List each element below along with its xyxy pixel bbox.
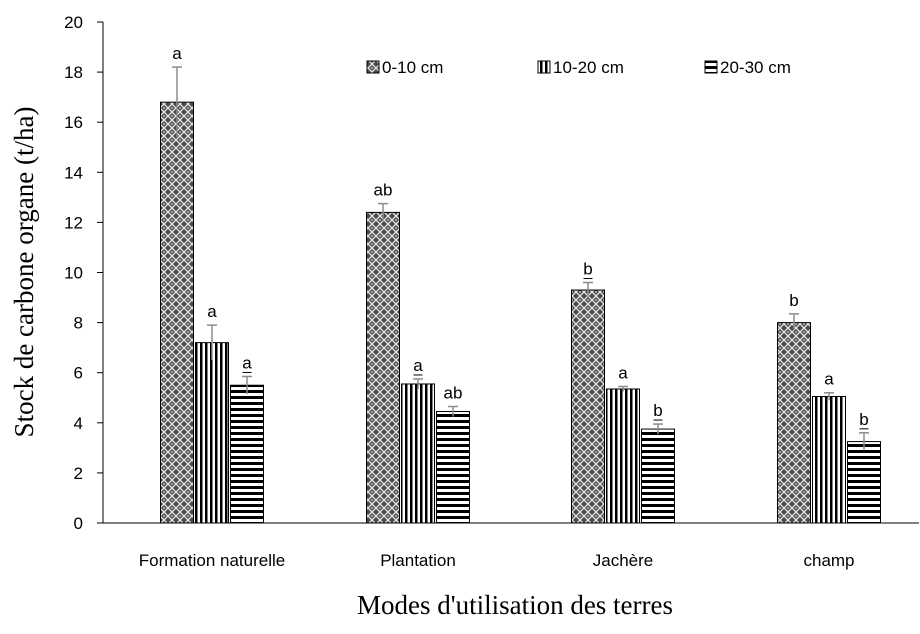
significance-label: a (618, 363, 628, 382)
bar-crosshatch (160, 101, 194, 524)
significance-label: a (413, 356, 423, 375)
legend-swatch-vertical (537, 60, 551, 74)
bar-horizontal (641, 428, 675, 524)
x-category-label: Formation naturelle (139, 551, 285, 570)
y-tick-label: 16 (64, 113, 83, 132)
legend: 0-10 cm 10-20 cm 20-30 cm (366, 58, 791, 77)
y-tick-label: 2 (74, 464, 83, 483)
legend-label: 20-30 cm (720, 58, 791, 77)
significance-label: b (859, 410, 868, 429)
y-tick-label: 18 (64, 63, 83, 82)
y-tick-label: 12 (64, 213, 83, 232)
x-category-label: Jachère (593, 551, 653, 570)
bar-crosshatch (777, 322, 811, 524)
y-tick-label: 20 (64, 13, 83, 32)
significance-label: a (172, 44, 182, 63)
bars (160, 101, 881, 524)
y-tick-label: 4 (74, 414, 83, 433)
significance-label: a (242, 353, 252, 372)
bar-vertical (401, 383, 435, 524)
significance-label: ab (444, 384, 463, 403)
y-tick-label: 6 (74, 364, 83, 383)
y-tick-label: 8 (74, 314, 83, 333)
legend-swatch-crosshatch (366, 60, 380, 74)
axes (102, 22, 919, 524)
legend-label: 10-20 cm (553, 58, 624, 77)
y-tick-label: 10 (64, 264, 83, 283)
x-category-label: Plantation (380, 551, 456, 570)
y-axis-ticks: 0 2 4 6 8 10 12 14 16 18 20 (64, 13, 103, 533)
bar-horizontal (230, 384, 264, 524)
error-bars (172, 66, 869, 451)
x-axis-categories: Formation naturelle Plantation Jachère cham… (139, 551, 855, 570)
legend-swatch-horizontal (704, 60, 718, 74)
significance-label: b (789, 291, 798, 310)
legend-label: 0-10 cm (382, 58, 443, 77)
bar-crosshatch (571, 289, 605, 524)
significance-label: b (583, 260, 592, 279)
significance-label: a (207, 302, 217, 321)
significance-label: b (653, 401, 662, 420)
significance-label: a (824, 370, 834, 389)
bar-horizontal (847, 441, 881, 524)
bar-horizontal (436, 411, 470, 524)
bar-vertical (812, 395, 846, 524)
bar-crosshatch (366, 211, 400, 524)
y-axis-title: Stock de carbone organe (t/ha) (9, 107, 39, 438)
bar-vertical (606, 388, 640, 524)
y-tick-label: 0 (74, 514, 83, 533)
x-category-label: champ (803, 551, 854, 570)
significance-label: ab (374, 181, 393, 200)
x-axis-title: Modes d'utilisation des terres (357, 590, 673, 620)
bar-vertical (195, 342, 229, 524)
y-tick-label: 14 (64, 163, 83, 182)
